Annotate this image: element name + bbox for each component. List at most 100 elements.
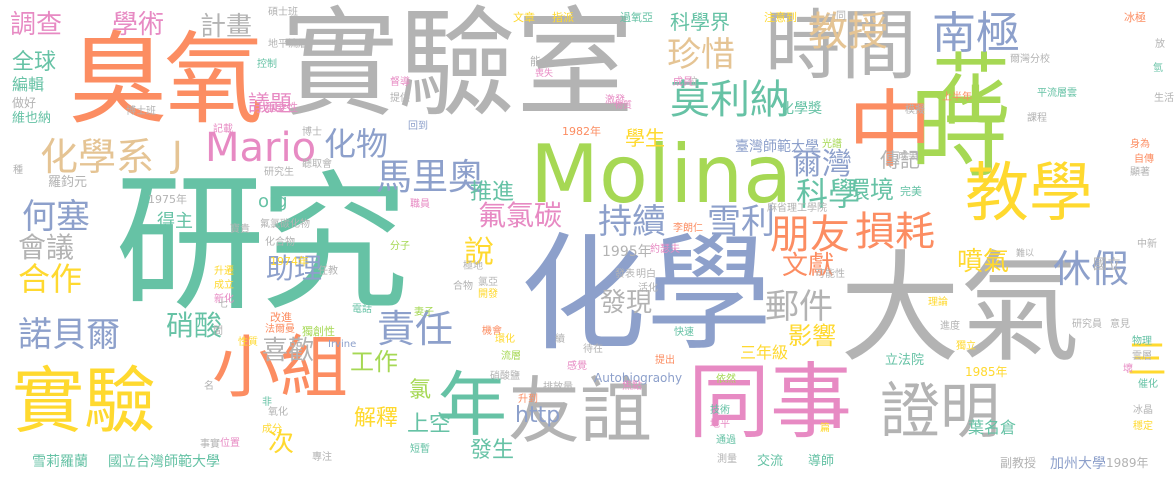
word-cloud-item: 機會 [482,326,502,337]
word-cloud-item: 名 [204,381,214,392]
word-cloud-item: 化學獎 [780,101,822,117]
word-cloud-item: 位置 [220,438,240,449]
word-cloud-item: 化物 [324,125,389,163]
word-cloud-item: 時 [910,77,1009,191]
word-cloud-item: 一同 [826,11,846,22]
word-cloud-item: 快速 [674,327,694,338]
word-cloud-item: 1982年 [562,125,601,138]
word-cloud-item: 加州大學 [1050,456,1106,472]
word-cloud-item: 實驗 [12,359,157,443]
word-cloud-item: 合物 [453,281,473,292]
word-cloud-item: 依然 [716,374,736,385]
word-cloud-item: 中 [848,81,933,179]
word-cloud-item: 時間 [765,1,917,90]
word-cloud-item: 測量 [717,454,737,465]
word-cloud-item: 成果 [898,151,918,162]
word-cloud-item: org [258,191,288,212]
word-cloud-item: 物理 [1132,336,1152,347]
word-cloud-item: 種 [13,165,23,176]
word-cloud-item: 責任 [377,307,454,351]
word-cloud-item: 友誼 [508,369,653,453]
word-cloud-item: 雪利 [707,202,775,242]
word-cloud-item: 難以 [1016,249,1035,259]
word-cloud-item: 短暫 [410,444,430,455]
word-cloud-item: 馬里奧 [376,157,485,198]
word-cloud-item: 議題 [248,92,293,117]
word-cloud-item: 莫利納 [670,77,790,123]
word-cloud-item: 發生 [470,438,515,463]
word-cloud-item: 感覺 [567,361,587,372]
word-cloud-item: 排放量 [543,382,573,393]
word-cloud-item: 發表 [615,269,635,280]
word-cloud-item: 成員 [673,77,693,88]
word-cloud-item: 爾灣 [792,147,852,182]
word-cloud-item: 氯 [409,378,432,403]
word-cloud-item: 喜歡 [262,336,315,366]
word-cloud-item: 研究 [115,158,409,332]
word-cloud-item: 位 [688,77,698,88]
word-cloud-item: 持續 [598,202,666,242]
word-cloud-item: 分子 [390,241,410,252]
word-cloud-item: 副教授 [1000,456,1037,470]
word-cloud-item: 課程 [1027,113,1047,124]
word-cloud-item: 七 [218,299,228,310]
word-cloud-item: 顯著 [1130,167,1150,178]
word-cloud-item: 損耗 [855,209,935,255]
word-cloud-item: 全球 [12,50,57,75]
word-cloud-item: 升到 [518,394,538,405]
word-cloud-item: 理論 [928,297,948,308]
word-cloud-item: 交流 [757,454,784,469]
word-cloud-item: 氟氯碳 [478,199,563,232]
word-cloud-item: 雪莉羅蘭 [32,454,88,470]
word-cloud-item: 升遷 [214,266,234,277]
word-cloud-item: 珍惜 [667,35,735,75]
word-cloud-item: 碩士班 [268,7,298,18]
word-cloud-item: 羅鈞元 [48,175,88,190]
word-cloud-item: 能力 [530,55,552,68]
word-cloud-item: 年 [437,364,507,446]
word-cloud-item: 提供 [390,93,410,104]
word-cloud-item: 1975年 [148,193,187,206]
word-cloud-item: 硝酸 [166,309,223,342]
word-cloud-item: 聽取會 [302,159,332,170]
word-cloud-item: 文章 [513,11,535,24]
word-cloud-item: 意見 [1110,319,1130,330]
word-cloud-item: 過氧亞 [620,11,653,24]
word-cloud-item: 焦點 [622,381,642,392]
word-cloud-item: 控制 [257,59,277,70]
word-cloud-item: 法爾曼 [265,324,295,335]
word-cloud-item: 化學系 [40,135,155,179]
word-cloud-item: 花 [932,46,1011,136]
word-cloud-item: 激發 [605,95,625,106]
word-cloud-item: 朋友 [770,212,850,258]
word-cloud-item: 約瑟夫 [650,244,680,255]
word-cloud-item: 推進 [470,180,515,205]
word-cloud-item: 化合物 [265,237,295,248]
word-cloud-item: 1989年 [1106,456,1149,470]
word-cloud-item: 教學 [965,157,1093,231]
word-cloud-item: 計畫 [200,12,253,42]
word-cloud-item: 氟氯碳化物 [260,219,310,230]
word-cloud-item: 督導 [390,77,410,88]
word-cloud-item: 說 [464,235,494,270]
word-cloud-item: 妻子 [414,307,434,318]
word-cloud-item: 會議 [18,231,75,264]
word-cloud-item: 記載 [213,124,233,135]
word-cloud-item: 注意到 [764,11,797,24]
word-cloud-item: 何塞 [22,197,90,237]
word-cloud-item: 維也納 [12,111,52,126]
word-cloud-item: 臭氧 [68,21,264,138]
word-cloud-item: 文獻 [782,251,835,281]
word-cloud-item: 冰極 [1124,11,1146,24]
word-cloud-item: 身為 [1130,139,1150,150]
word-cloud-item: 1974年 [270,255,309,268]
word-cloud-item: 葉名倉 [968,418,1017,437]
word-cloud-item: 性質 [238,337,258,348]
word-cloud-item: 改進 [270,311,292,324]
word-cloud-item: 中新 [1137,239,1157,250]
word-cloud-item: 同事 [688,355,853,450]
word-cloud-item: 待在 [583,344,603,355]
word-cloud-item: 國立台灣師範大學 [108,454,220,470]
word-cloud-item: Irvine [328,339,357,350]
word-cloud-item: 平流層雲 [1037,88,1077,99]
